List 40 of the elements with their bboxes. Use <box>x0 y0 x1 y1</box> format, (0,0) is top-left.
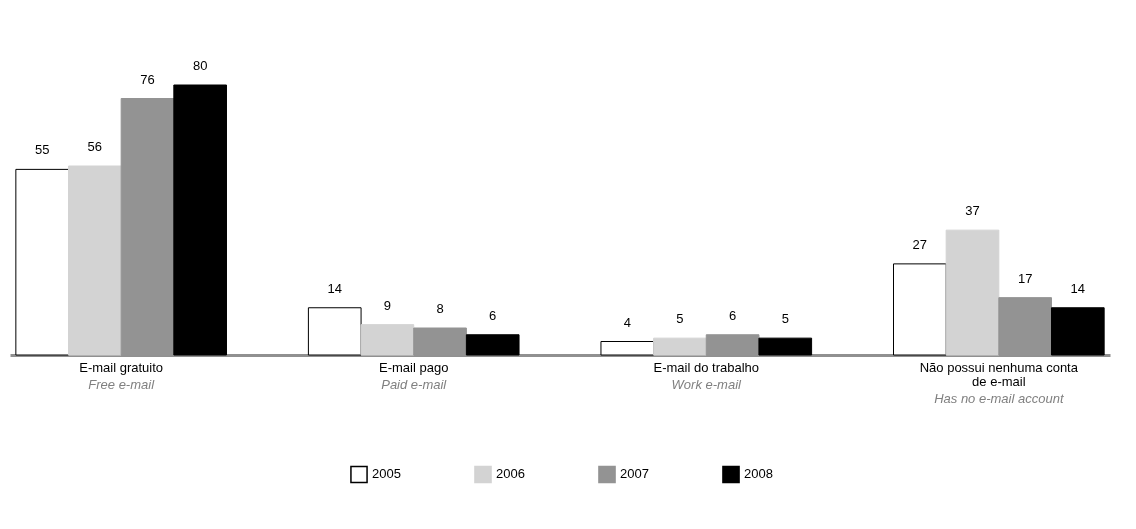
data-label: 17 <box>1017 270 1033 286</box>
bar <box>15 168 70 356</box>
data-label: 6 <box>728 307 737 323</box>
bar <box>360 324 415 356</box>
bar <box>945 229 1000 356</box>
data-label: 55 <box>34 142 50 158</box>
data-label: 6 <box>489 307 497 323</box>
text: Has no e-mail account <box>934 391 1065 406</box>
data-label: 5 <box>781 311 789 327</box>
text: Work e-mail <box>671 377 743 392</box>
bar <box>173 84 227 356</box>
data-label: 5 <box>676 311 684 327</box>
legend-label: 2008 <box>744 466 773 482</box>
x-tick-label: E-mail do trabalho <box>653 359 760 375</box>
data-label: 14 <box>327 280 342 296</box>
bar <box>307 307 362 356</box>
bar <box>893 263 947 356</box>
data-label: 8 <box>436 301 444 316</box>
bar <box>68 165 122 356</box>
data-label: 4 <box>623 314 631 330</box>
x-tick-label: E-mail pago <box>379 359 449 375</box>
legend-label: 2007 <box>620 466 649 482</box>
x-tick-label: E-mail gratuito <box>79 359 164 375</box>
data-label: 76 <box>140 71 155 87</box>
data-label: 37 <box>965 203 980 219</box>
text: Paid e-mail <box>381 377 448 392</box>
legend-label: 2006 <box>496 466 525 482</box>
data-label: 14 <box>1070 280 1086 296</box>
bar <box>758 337 813 356</box>
data-label: 80 <box>192 58 208 73</box>
data-label: 27 <box>912 236 928 252</box>
data-label: 56 <box>87 139 103 154</box>
bar <box>600 341 655 356</box>
legend-label: 2005 <box>372 466 401 482</box>
data-label: 9 <box>383 297 392 313</box>
x-tick-label: Não possui nenhuma conta de e-mail <box>919 359 1079 389</box>
bar <box>465 334 520 356</box>
bar <box>653 337 707 356</box>
bar <box>1050 307 1105 356</box>
text: Free e-mail <box>88 377 156 392</box>
